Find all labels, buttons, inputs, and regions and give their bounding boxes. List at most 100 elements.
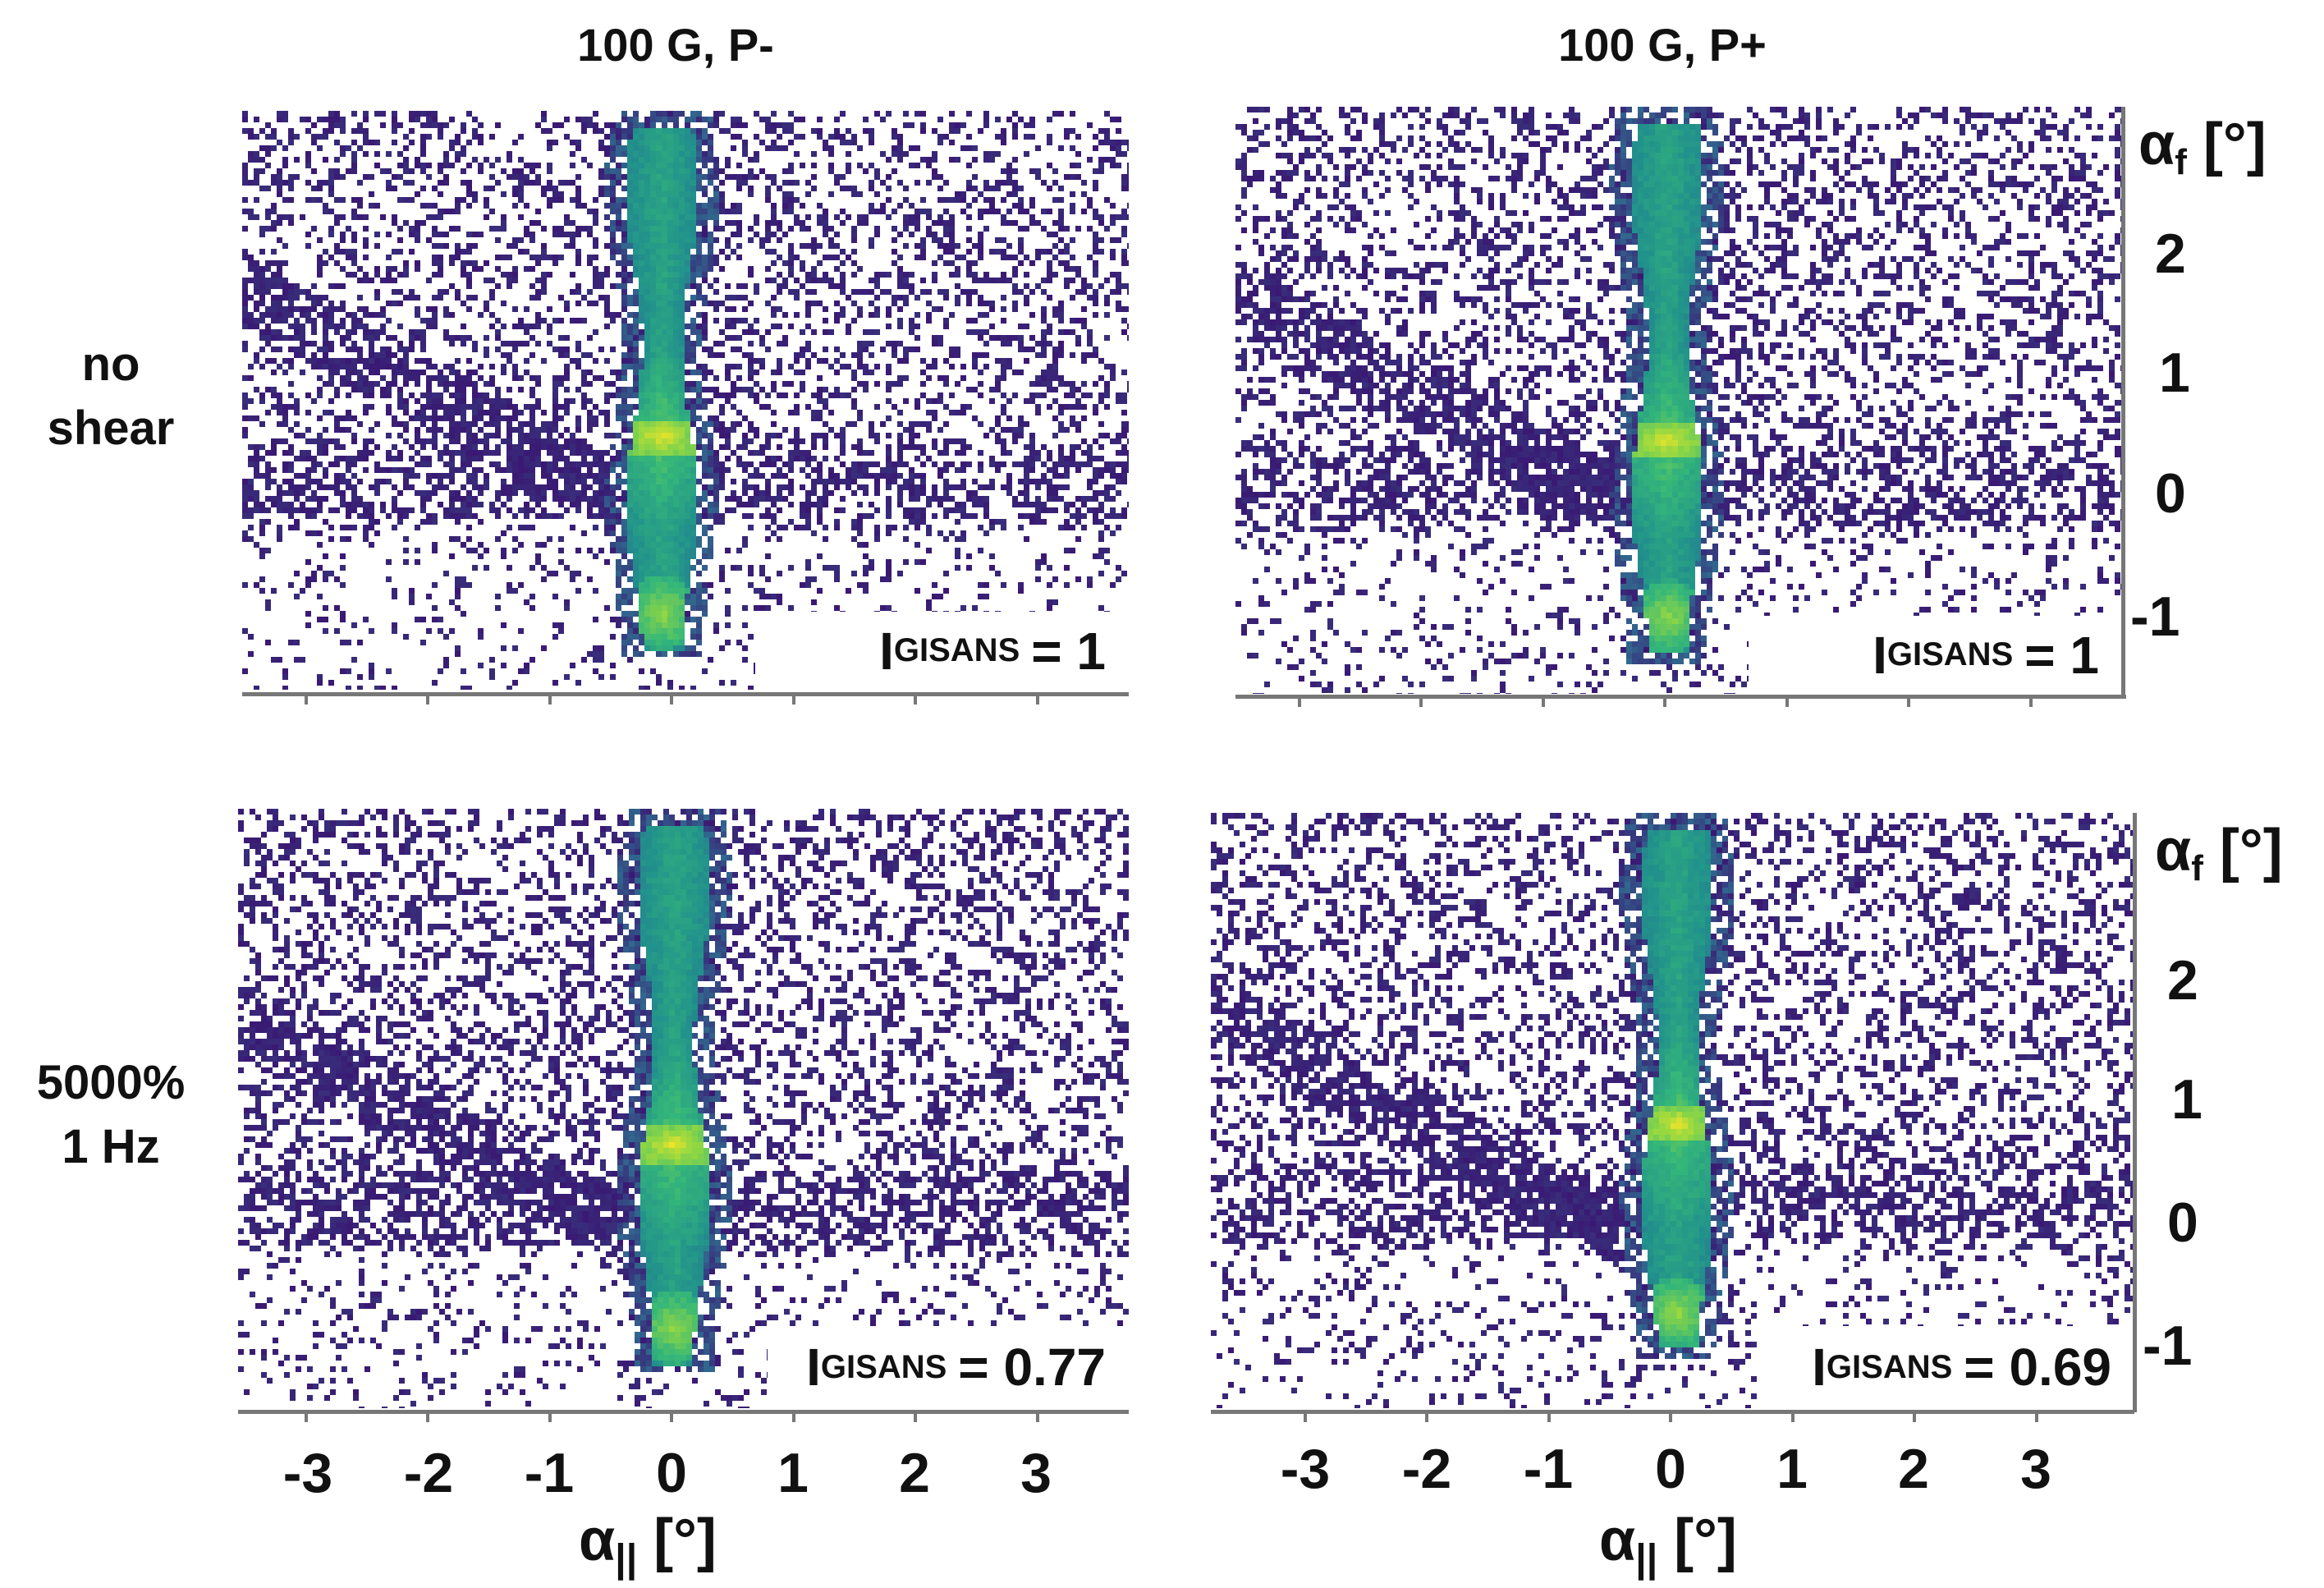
heatmap-cell (782, 278, 788, 283)
heatmap-cell (662, 272, 667, 278)
heatmap-cell (874, 484, 880, 490)
heatmap-cell (1052, 507, 1058, 513)
heatmap-cell (1012, 186, 1018, 191)
heatmap-cell (346, 226, 351, 232)
heatmap-cell (857, 410, 863, 415)
heatmap-cell (1006, 484, 1012, 490)
heatmap-cell (1006, 278, 1012, 283)
heatmap-cell (277, 117, 282, 122)
heatmap-cell (897, 473, 903, 479)
heatmap-cell (570, 479, 575, 484)
heatmap-cell (765, 444, 771, 450)
heatmap-cell (495, 490, 501, 496)
heatmap-cell (472, 513, 478, 519)
heatmap-cell (1047, 484, 1052, 490)
heatmap-cell (610, 134, 616, 140)
heatmap-cell (639, 433, 644, 438)
heatmap-cell (593, 329, 598, 335)
heatmap-cell (639, 260, 644, 266)
heatmap-cell (943, 249, 949, 255)
heatmap-cell (518, 318, 524, 324)
heatmap-cell (1029, 220, 1035, 226)
heatmap-cell (616, 496, 621, 502)
heatmap-cell (552, 421, 558, 427)
heatmap-cell (909, 232, 914, 237)
heatmap-cell (909, 444, 914, 450)
heatmap-cell (466, 461, 472, 467)
heatmap-cell (346, 427, 351, 433)
heatmap-cell (507, 427, 512, 433)
heatmap-cell (702, 203, 708, 209)
heatmap-cell (443, 243, 449, 249)
heatmap-cell (397, 450, 403, 456)
heatmap-cell (1116, 479, 1121, 484)
heatmap-cell (995, 438, 1001, 444)
heatmap-cell (535, 324, 541, 329)
heatmap-cell (323, 381, 328, 387)
heatmap-cell (725, 444, 731, 450)
heatmap-cell (1116, 140, 1121, 145)
heatmap-cell (254, 444, 259, 450)
heatmap-cell (788, 249, 794, 255)
heatmap-cell (1052, 364, 1058, 369)
heatmap-cell (863, 220, 869, 226)
heatmap-cell (869, 421, 874, 427)
heatmap-cell (1006, 473, 1012, 479)
heatmap-cell (846, 151, 851, 157)
heatmap-cell (461, 421, 466, 427)
heatmap-cell (1127, 467, 1129, 473)
heatmap-cell (351, 347, 357, 352)
heatmap-cell (960, 404, 966, 410)
heatmap-cell (403, 260, 409, 266)
heatmap-cell (874, 272, 880, 278)
heatmap-cell (782, 335, 788, 341)
heatmap-cell (782, 283, 788, 289)
heatmap-cell (570, 398, 575, 404)
heatmap-cell (507, 283, 512, 289)
heatmap-cell (914, 312, 920, 318)
heatmap-cell (627, 490, 633, 496)
heatmap-cell (593, 214, 598, 220)
heatmap-cell (409, 473, 415, 479)
heatmap-cell (529, 415, 535, 421)
heatmap-cell (461, 392, 466, 398)
heatmap-cell (863, 369, 869, 375)
heatmap-cell (242, 289, 248, 295)
heatmap-cell (777, 444, 782, 450)
heatmap-cell (1012, 111, 1018, 117)
heatmap-cell (713, 197, 719, 203)
heatmap-cell (305, 341, 311, 347)
heatmap-cell (328, 186, 334, 191)
heatmap-cell (512, 450, 518, 456)
heatmap-cell (277, 278, 282, 283)
heatmap-cell (736, 243, 742, 249)
heatmap-cell (989, 278, 995, 283)
heatmap-cell (552, 513, 558, 519)
heatmap-cell (1127, 502, 1129, 507)
heatmap-cell (512, 306, 518, 312)
heatmap-cell (1029, 444, 1035, 450)
heatmap-cell (598, 484, 604, 490)
heatmap-cell (271, 502, 277, 507)
heatmap-cell (380, 122, 386, 128)
heatmap-cell (334, 117, 340, 122)
heatmap-cell (926, 364, 932, 369)
heatmap-cell (466, 479, 472, 484)
heatmap-cell (334, 140, 340, 145)
heatmap-cell (863, 289, 869, 295)
heatmap-cell (633, 295, 639, 301)
heatmap-cell (248, 214, 254, 220)
heatmap-cell (317, 180, 323, 186)
heatmap-cell (334, 358, 340, 364)
heatmap-cell (650, 226, 656, 232)
heatmap-cell (731, 209, 736, 214)
heatmap-cell (311, 507, 317, 513)
heatmap-cell (811, 151, 817, 157)
heatmap-cell (610, 513, 616, 519)
heatmap-cell (644, 398, 650, 404)
heatmap-cell (357, 375, 363, 381)
heatmap-cell (690, 255, 696, 260)
heatmap-cell (1116, 392, 1121, 398)
heatmap-cell (248, 209, 254, 214)
heatmap-cell (392, 456, 397, 461)
